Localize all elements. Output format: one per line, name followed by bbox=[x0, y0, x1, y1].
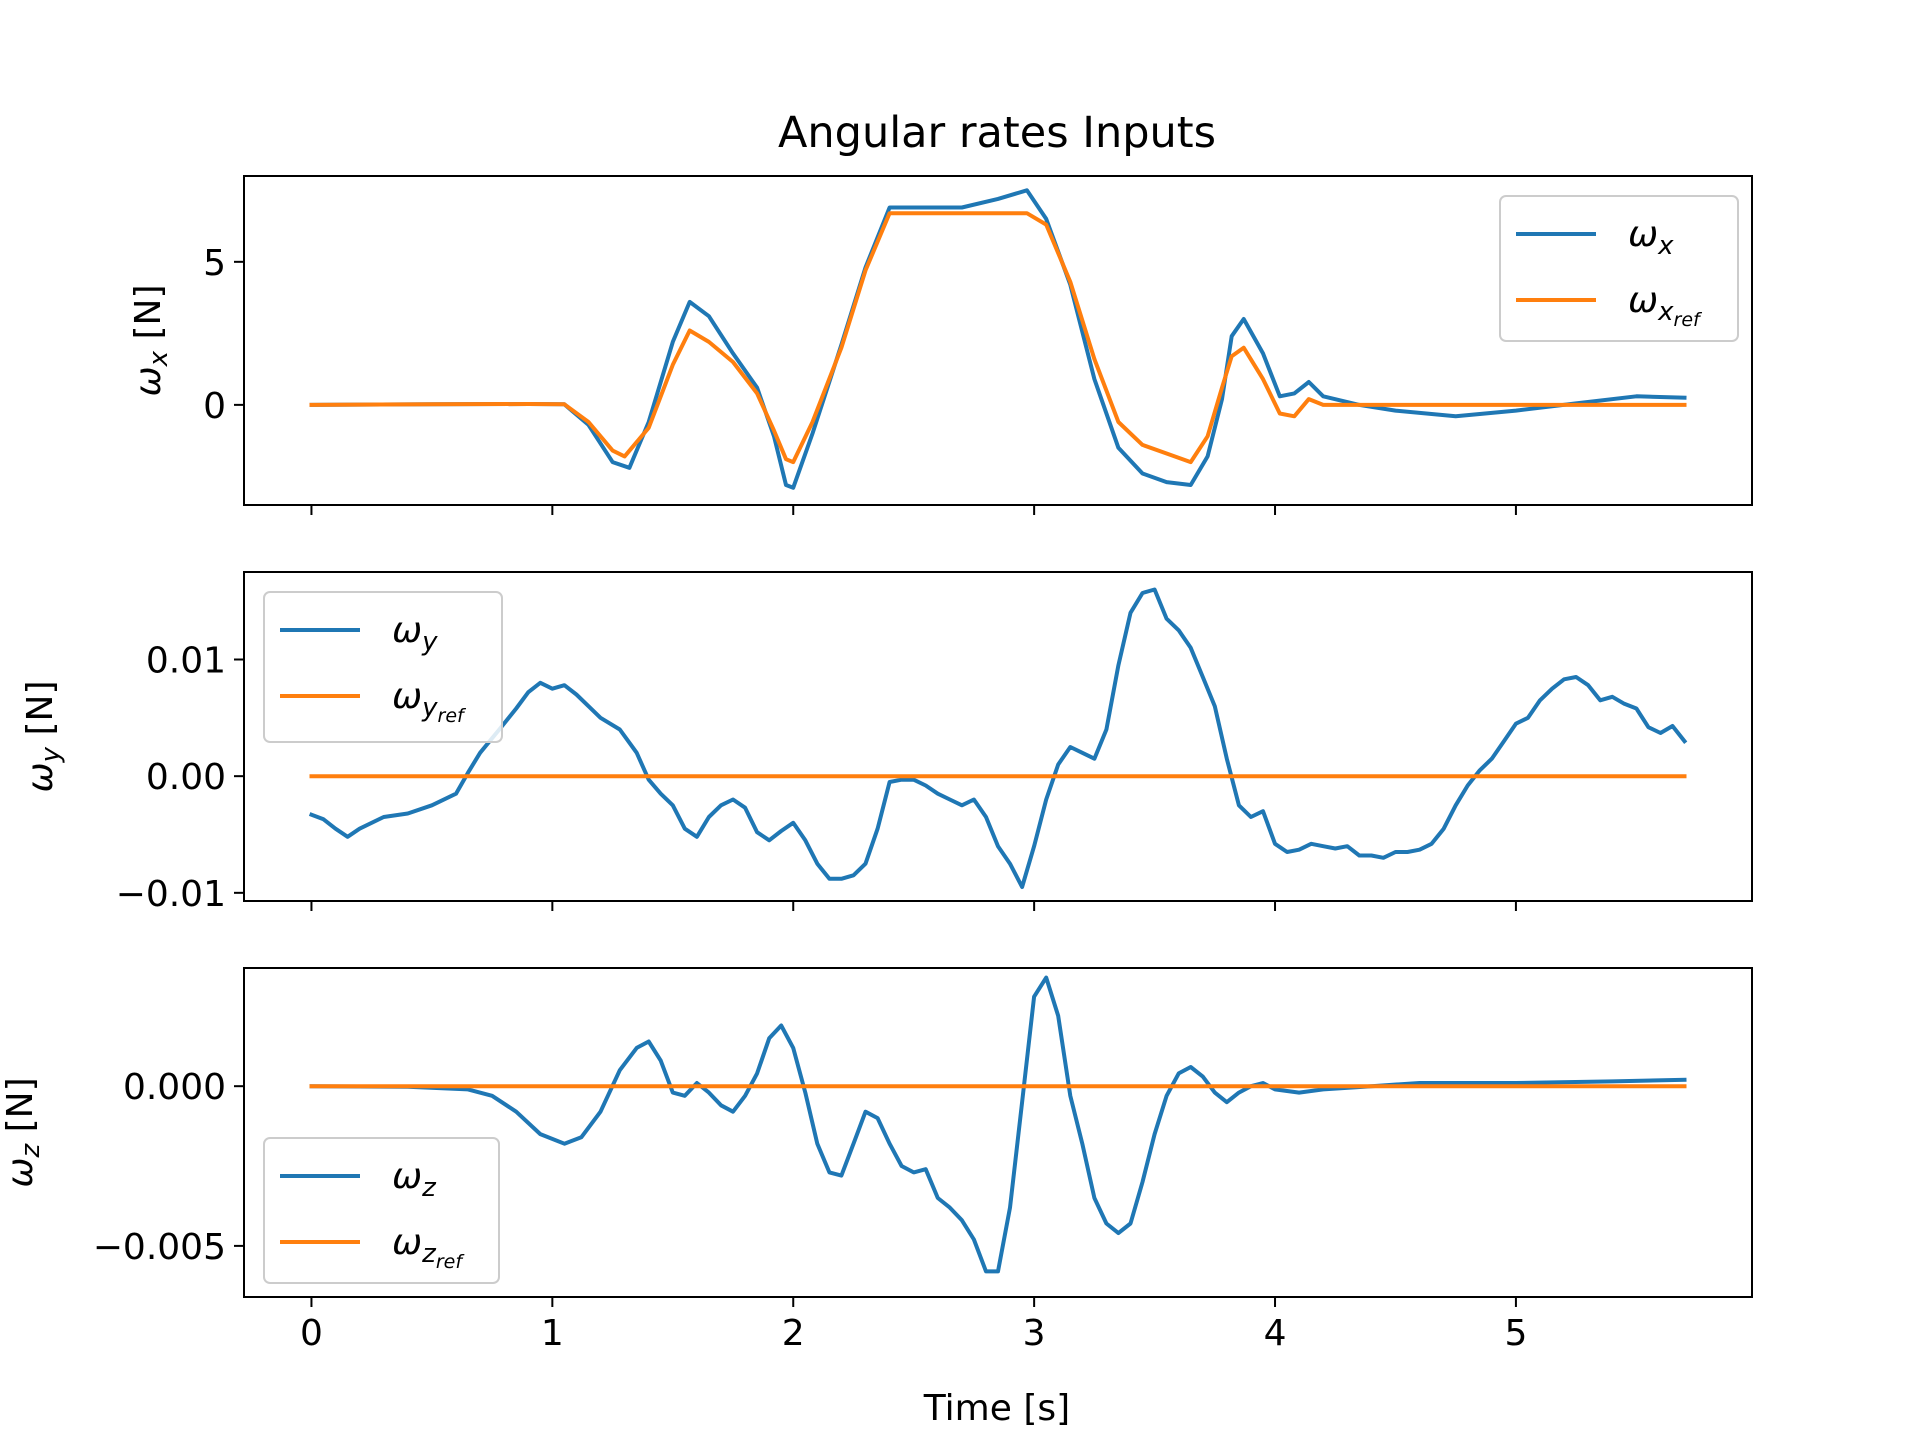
y-tick-label: −0.005 bbox=[93, 1227, 226, 1268]
y-tick-label: 0.01 bbox=[146, 641, 226, 682]
x-axis-label: Time [s] bbox=[923, 1388, 1070, 1429]
y-tick-label: 0 bbox=[203, 386, 226, 427]
y-tick-label: 0.000 bbox=[123, 1067, 226, 1108]
y-axis-label-symbol: ω bbox=[128, 366, 169, 396]
y-axis-label-unit: [N] bbox=[20, 680, 61, 746]
legend-box bbox=[263, 1137, 500, 1284]
legend-symbol: ω bbox=[1628, 280, 1658, 321]
legend-symbol: ω bbox=[392, 676, 422, 717]
y-axis-label-symbol: ω bbox=[20, 762, 61, 792]
legend-sub-subscript: ref bbox=[436, 1251, 466, 1273]
y-axis-label-unit: [N] bbox=[0, 1077, 41, 1143]
legend-entry-label: ωx bbox=[1628, 214, 1674, 261]
legend-sub-subscript: ref bbox=[1674, 309, 1704, 331]
legend-symbol: ω bbox=[392, 610, 422, 651]
legend-box bbox=[263, 591, 503, 743]
y-axis-label-symbol: ω bbox=[0, 1157, 41, 1187]
y-axis-label-unit: [N] bbox=[128, 284, 169, 350]
series-line-measured bbox=[308, 587, 1688, 889]
x-tick-label: 5 bbox=[1504, 1313, 1527, 1354]
legend-subscript: y bbox=[421, 627, 438, 657]
legend-sub-subscript: ref bbox=[438, 705, 468, 727]
y-axis-label-subscript: x bbox=[144, 350, 174, 367]
legend-subscript: x bbox=[1657, 297, 1674, 327]
legend-subscript: x bbox=[1657, 231, 1674, 261]
y-tick-label: −0.01 bbox=[116, 874, 226, 915]
legend-box bbox=[1499, 195, 1739, 342]
x-tick-label: 2 bbox=[782, 1313, 805, 1354]
y-axis-label: ωy [N] bbox=[20, 680, 66, 792]
x-tick-label: 0 bbox=[300, 1313, 323, 1354]
series-line-measured bbox=[309, 975, 1687, 1274]
legend-entry-label: ωy bbox=[392, 610, 438, 657]
x-tick-label: 3 bbox=[1023, 1313, 1046, 1354]
x-tick-label: 1 bbox=[541, 1313, 564, 1354]
legend-symbol: ω bbox=[392, 1156, 422, 1197]
series-line-measured bbox=[309, 188, 1687, 490]
legend-subscript: y bbox=[421, 693, 438, 723]
y-axis-label: ωx [N] bbox=[128, 284, 174, 396]
y-axis-label: ωz [N] bbox=[0, 1077, 46, 1187]
legend-entry-label: ωxref bbox=[1628, 280, 1703, 331]
y-tick-label: 0.00 bbox=[146, 757, 226, 798]
legend-subscript: z bbox=[421, 1239, 437, 1269]
legend-entry-label: ωzref bbox=[392, 1222, 465, 1273]
y-tick-label: 5 bbox=[203, 243, 226, 284]
series-line-reference bbox=[309, 211, 1687, 465]
y-axis-label-subscript: y bbox=[36, 746, 66, 763]
legend-entry-label: ωz bbox=[392, 1156, 437, 1203]
y-axis-label-subscript: z bbox=[16, 1142, 46, 1158]
legend-symbol: ω bbox=[392, 1222, 422, 1263]
legend-subscript: z bbox=[421, 1173, 437, 1203]
figure-title: Angular rates Inputs bbox=[778, 108, 1216, 158]
x-tick-label: 4 bbox=[1264, 1313, 1287, 1354]
legend-symbol: ω bbox=[1628, 214, 1658, 255]
legend-entry-label: ωyref bbox=[392, 676, 467, 727]
